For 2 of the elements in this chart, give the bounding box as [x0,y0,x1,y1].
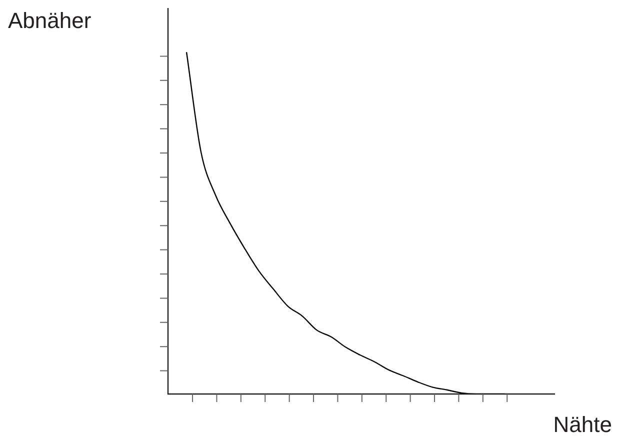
x-axis-title: Nähte [553,412,612,438]
y-axis-title: Abnäher [8,8,92,34]
